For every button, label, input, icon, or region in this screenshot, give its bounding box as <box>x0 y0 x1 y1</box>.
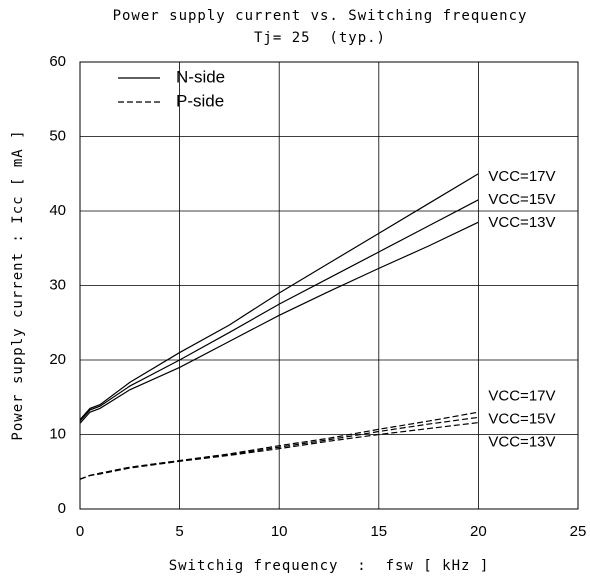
series-label: VCC=17V <box>488 168 555 185</box>
series-line <box>79 199 479 422</box>
y-tick-label: 0 <box>58 500 66 517</box>
legend-label: N-side <box>176 67 225 86</box>
series-line <box>79 411 479 480</box>
series-line <box>79 221 479 424</box>
chart-title: Power supply current vs. Switching frequ… <box>113 8 528 24</box>
x-axis-label: Switchig frequency : fsw [ kHz ] <box>169 558 490 574</box>
y-tick-label: 30 <box>49 276 66 293</box>
x-tick-label: 0 <box>76 523 84 540</box>
series-label: VCC=17V <box>488 387 555 404</box>
series-line <box>79 416 479 480</box>
chart-subtitle: Tj= 25 (typ.) <box>254 30 386 46</box>
series-line <box>79 421 479 480</box>
y-tick-label: 40 <box>49 202 66 219</box>
y-tick-label: 50 <box>49 127 66 144</box>
series-label: VCC=13V <box>488 433 555 450</box>
legend-label: P-side <box>176 91 224 110</box>
y-tick-label: 10 <box>49 425 66 442</box>
series-label: VCC=13V <box>488 214 555 231</box>
series-label: VCC=15V <box>488 191 555 208</box>
x-tick-label: 15 <box>370 523 387 540</box>
x-tick-label: 20 <box>470 523 487 540</box>
y-tick-label: 20 <box>49 351 66 368</box>
x-tick-label: 5 <box>175 523 183 540</box>
x-tick-label: 25 <box>570 523 587 540</box>
series-line <box>79 173 479 420</box>
y-axis-label: Power supply current : Icc [ mA ] <box>10 129 26 440</box>
series-label: VCC=15V <box>488 410 555 427</box>
x-tick-label: 10 <box>271 523 288 540</box>
y-tick-label: 60 <box>49 53 66 70</box>
